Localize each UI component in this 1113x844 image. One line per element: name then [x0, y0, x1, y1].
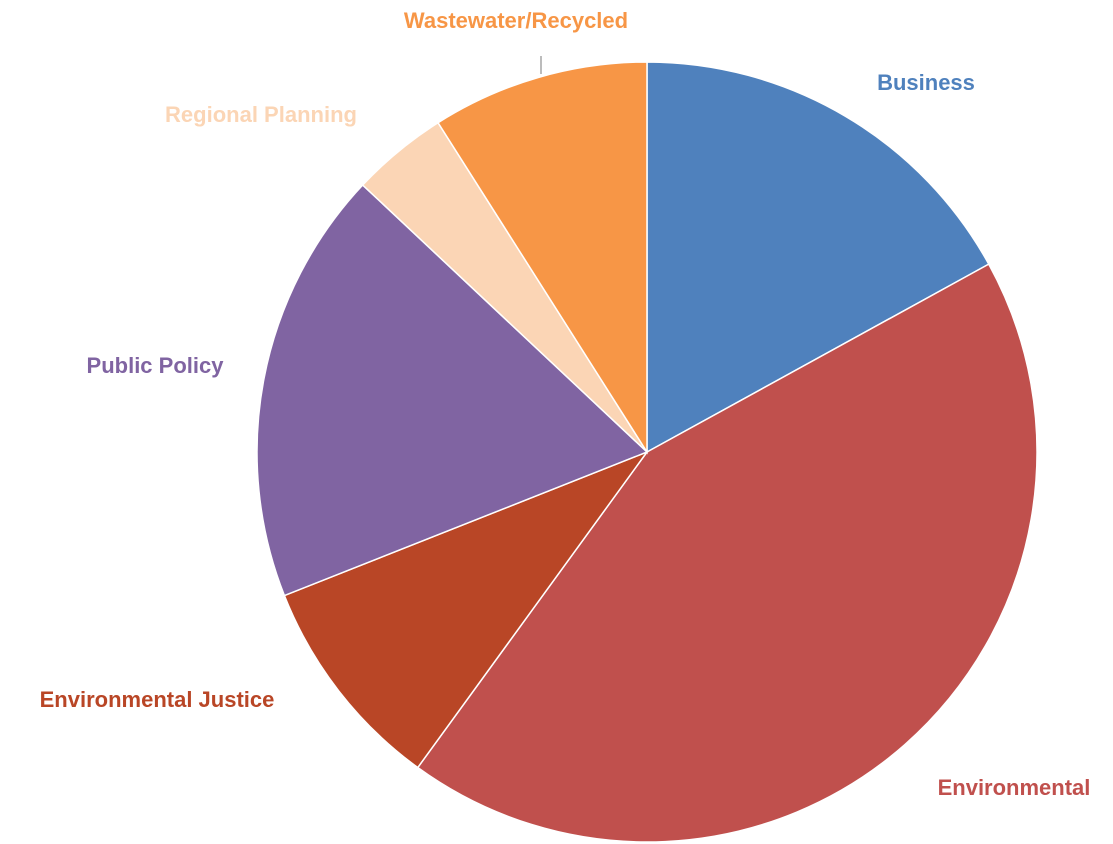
slice-labels: Business Environmental Environmental Justi…	[40, 8, 1091, 800]
pie-slice-environmental	[416, 263, 1038, 843]
slice-label-environmental: Environmental	[938, 775, 1091, 800]
slice-label-regional-planning: Regional Planning	[165, 102, 357, 127]
pie-slice-environmental-justice	[283, 450, 650, 769]
slice-label-business: Business	[877, 70, 975, 95]
slice-label-environmental-justice: Environmental Justice	[40, 687, 275, 712]
pie-slice-public-policy	[256, 183, 649, 597]
pie-slice-wastewater-recycled	[436, 61, 648, 455]
pie-slices	[256, 61, 1038, 843]
slice-label-public-policy: Public Policy	[87, 353, 225, 378]
pie-slice-business	[646, 61, 990, 454]
slice-label-wastewater-recycled: Wastewater/Recycled	[404, 8, 628, 33]
